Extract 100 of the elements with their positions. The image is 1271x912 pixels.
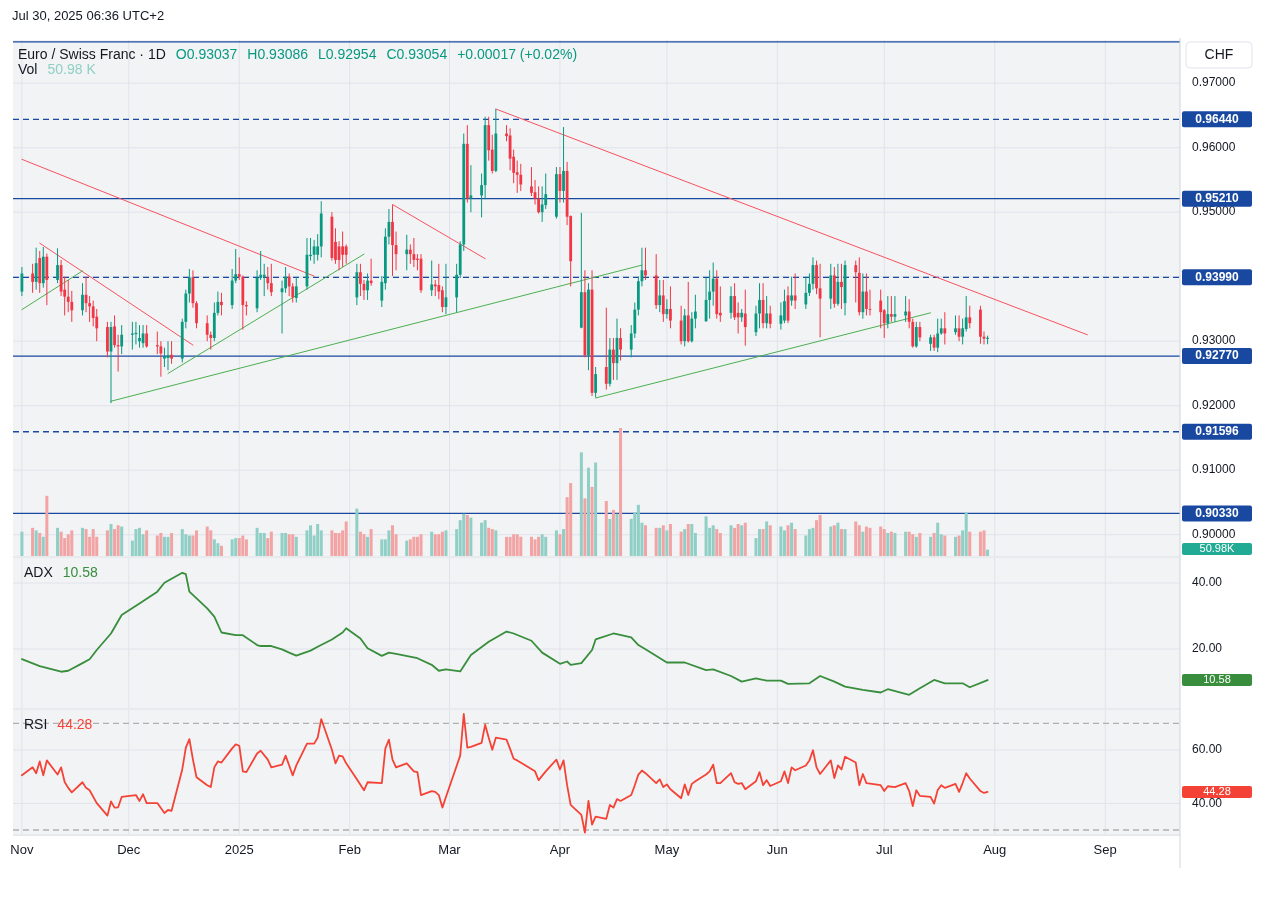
ref-line-label: 0.92770 <box>1195 348 1240 363</box>
bar <box>929 536 933 556</box>
bar <box>483 520 487 556</box>
candlestick <box>708 269 712 320</box>
x-tick-label: Jul <box>875 842 893 858</box>
y-tick-label: 40.00 <box>1192 575 1223 590</box>
text: ADX <box>24 564 54 580</box>
bar <box>729 525 733 556</box>
candlestick <box>793 272 797 310</box>
ref-line-label: 0.90330 <box>1195 505 1240 520</box>
bar <box>839 529 843 556</box>
text: Euro / Swiss Franc · 1D <box>18 46 166 62</box>
bar <box>212 539 216 556</box>
bar <box>41 536 45 556</box>
candlestick <box>515 160 519 194</box>
bar <box>569 483 573 556</box>
ref-line-label: 0.96440 <box>1195 111 1240 126</box>
bar <box>333 532 337 556</box>
bar <box>230 539 234 556</box>
candlestick <box>818 263 822 338</box>
bar <box>45 495 49 556</box>
candlestick <box>711 262 715 307</box>
candlestick <box>562 126 565 204</box>
bar <box>683 529 687 556</box>
bar <box>138 527 141 556</box>
bar <box>195 530 199 556</box>
candlestick <box>693 294 697 329</box>
candlestick <box>455 263 459 313</box>
x-tick-label: May <box>654 842 680 858</box>
annotation: 10.58 <box>62 564 99 580</box>
candlestick <box>865 272 868 316</box>
x-tick-label: Jun <box>766 842 788 858</box>
candlestick <box>269 263 273 297</box>
bar <box>255 527 259 556</box>
candlestick <box>943 311 947 345</box>
y-axis-title: CHF <box>1204 45 1234 62</box>
bar <box>166 536 170 556</box>
candlestick <box>440 285 444 313</box>
candlestick <box>768 305 772 329</box>
x-tick-label: Nov <box>10 842 34 858</box>
candlestick <box>954 314 957 336</box>
text: 50.98K <box>1199 541 1236 554</box>
bar <box>790 522 794 556</box>
bar <box>487 527 491 556</box>
candlestick <box>612 337 615 381</box>
candlestick <box>405 234 409 271</box>
annotation: H0.93086 <box>247 46 309 62</box>
bar <box>490 529 494 556</box>
candlestick <box>294 276 298 304</box>
bar <box>70 530 74 556</box>
bar <box>380 539 384 556</box>
text: 10.58 <box>1203 672 1231 685</box>
bar <box>761 529 765 556</box>
bar <box>782 530 786 556</box>
bar <box>544 536 548 556</box>
x-tick-label: 2025 <box>224 842 254 858</box>
bar <box>558 534 562 556</box>
candlestick <box>961 318 965 345</box>
candlestick <box>968 305 972 329</box>
candlestick <box>316 233 320 262</box>
candlestick <box>669 285 672 329</box>
bar <box>145 530 149 556</box>
candlestick <box>34 247 38 291</box>
bar <box>519 536 523 556</box>
candlestick <box>56 247 59 284</box>
candlestick <box>366 272 369 301</box>
bar <box>586 467 590 556</box>
bar <box>187 535 191 556</box>
candlestick <box>45 252 49 306</box>
bar <box>811 527 815 556</box>
candlestick <box>138 324 141 349</box>
candlestick <box>341 231 345 268</box>
x-tick-label: Aug <box>983 842 1007 858</box>
bar <box>134 529 138 556</box>
bar <box>978 531 982 556</box>
bar <box>330 530 334 556</box>
annotation: C0.93054 <box>386 46 448 62</box>
bar <box>412 536 416 556</box>
bar <box>280 532 284 556</box>
bar <box>269 531 273 556</box>
bar <box>120 526 124 556</box>
y-tick-label: 60.00 <box>1192 742 1223 757</box>
bar <box>736 524 740 556</box>
bar <box>505 536 509 556</box>
bar <box>56 527 60 556</box>
bar <box>836 522 840 556</box>
bar <box>964 512 968 556</box>
bar <box>861 531 865 556</box>
y-tick-label: 0.90000 <box>1192 526 1236 541</box>
chart-title: Vol <box>18 61 38 77</box>
bar <box>20 531 24 556</box>
bar <box>957 535 961 556</box>
candlestick <box>644 247 647 281</box>
bar <box>109 524 113 556</box>
bar <box>611 509 615 556</box>
candlestick <box>658 279 662 313</box>
candlestick <box>120 324 124 355</box>
bar <box>765 521 769 556</box>
candlestick <box>145 324 149 349</box>
bar <box>879 526 883 556</box>
